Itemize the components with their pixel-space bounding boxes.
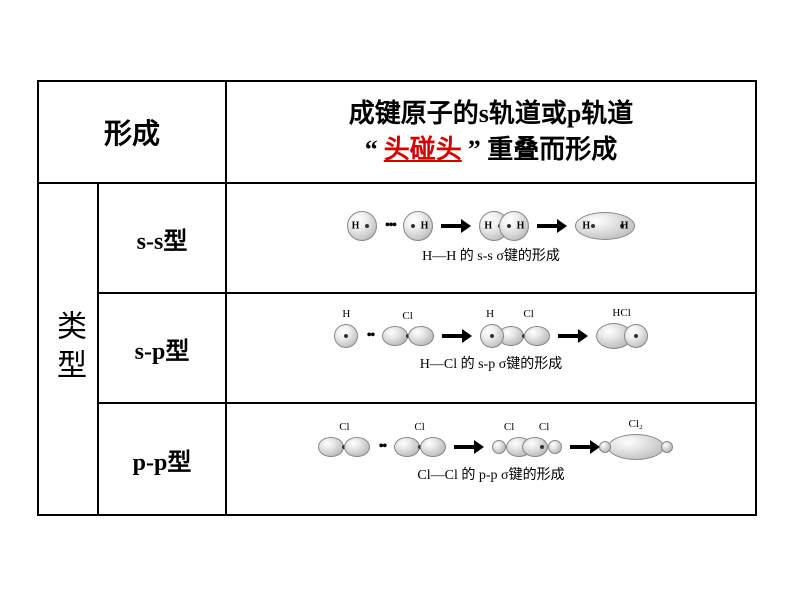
pp-diagram: Cl •• Cl Cl Cl bbox=[227, 404, 755, 514]
dots-icon: •• bbox=[378, 438, 385, 456]
header-description: 成键原子的s轨道或p轨道 “头碰头” 重叠而形成 bbox=[227, 82, 755, 182]
pp-type-label: p-p型 bbox=[99, 404, 227, 514]
ss-overlap: H H bbox=[479, 211, 529, 241]
ss-atom2: H bbox=[403, 211, 433, 241]
arrow-icon bbox=[570, 441, 600, 453]
quote-open: “ bbox=[365, 135, 378, 164]
sp-h-atom: H bbox=[334, 324, 358, 348]
arrow-icon bbox=[442, 330, 472, 342]
pp-atom1: Cl bbox=[318, 437, 370, 457]
ss-diagram: H ••• H H H H bbox=[227, 184, 755, 292]
arrow-icon bbox=[441, 220, 471, 232]
pp-caption: Cl—Cl 的 p-p σ键的形成 bbox=[417, 464, 564, 484]
pp-atom2: Cl bbox=[394, 437, 446, 457]
sigma-bond-table: 形成 成键原子的s轨道或p轨道 “头碰头” 重叠而形成 类型 s-s型 H ••… bbox=[37, 80, 757, 516]
header-line1: 成键原子的s轨道或p轨道 bbox=[349, 96, 634, 132]
head-to-head-text: 头碰头 bbox=[378, 135, 468, 164]
ss-row: s-s型 H ••• H H H bbox=[99, 184, 755, 294]
sp-row: s-p型 H •• Cl H bbox=[99, 294, 755, 404]
arrow-icon bbox=[537, 220, 567, 232]
sp-product: HCl bbox=[596, 323, 648, 349]
sp-type-label: s-p型 bbox=[99, 294, 227, 402]
header-line2: “头碰头” 重叠而形成 bbox=[365, 132, 618, 168]
quote-close: ” bbox=[468, 135, 481, 164]
pp-orbital-row: Cl •• Cl Cl Cl bbox=[227, 434, 755, 460]
sp-diagram: H •• Cl H Cl bbox=[227, 294, 755, 402]
dots-icon: •• bbox=[366, 327, 373, 345]
arrow-icon bbox=[454, 441, 484, 453]
sp-orbital-row: H •• Cl H Cl bbox=[227, 323, 755, 349]
body-row: 类型 s-s型 H ••• H H bbox=[39, 184, 755, 514]
ss-atom1: H bbox=[347, 211, 377, 241]
sp-cl-atom: Cl bbox=[382, 326, 434, 346]
header-tail: 重叠而形成 bbox=[481, 135, 618, 164]
type-rows: s-s型 H ••• H H H bbox=[99, 184, 755, 514]
type-category-label: 类型 bbox=[39, 184, 99, 514]
header-formation: 形成 bbox=[39, 82, 227, 182]
ss-type-label: s-s型 bbox=[99, 184, 227, 292]
ss-orbital-row: H ••• H H H H bbox=[227, 211, 755, 241]
arrow-icon bbox=[558, 330, 588, 342]
ss-merged: H H bbox=[575, 212, 635, 240]
dots-icon: ••• bbox=[385, 217, 396, 235]
sp-caption: H—Cl 的 s-p σ键的形成 bbox=[420, 353, 563, 373]
sp-overlap: H Cl bbox=[480, 324, 550, 348]
pp-product: Cl₂ bbox=[608, 434, 664, 460]
ss-caption: H—H 的 s-s σ键的形成 bbox=[422, 245, 560, 265]
pp-overlap: Cl Cl bbox=[492, 437, 562, 457]
header-row: 形成 成键原子的s轨道或p轨道 “头碰头” 重叠而形成 bbox=[39, 82, 755, 184]
pp-row: p-p型 Cl •• Cl Cl bbox=[99, 404, 755, 514]
